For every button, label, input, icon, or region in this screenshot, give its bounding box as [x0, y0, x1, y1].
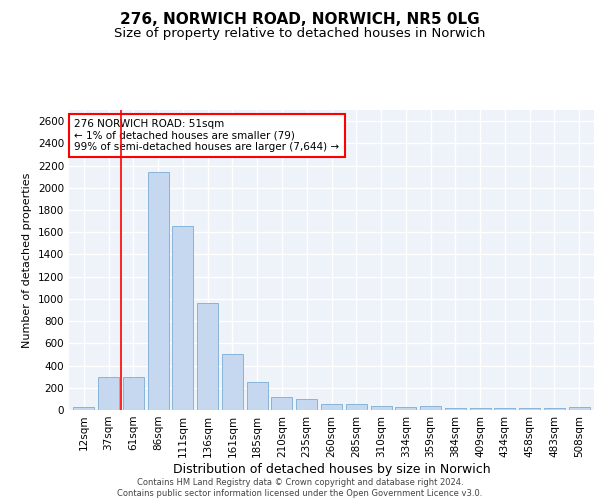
Bar	[296, 399, 317, 410]
Text: 276 NORWICH ROAD: 51sqm
← 1% of detached houses are smaller (79)
99% of semi-det: 276 NORWICH ROAD: 51sqm ← 1% of detached…	[74, 119, 340, 152]
Bar	[321, 404, 342, 410]
Text: Size of property relative to detached houses in Norwich: Size of property relative to detached ho…	[115, 28, 485, 40]
Bar	[494, 408, 515, 410]
Bar	[569, 407, 590, 410]
Text: Contains HM Land Registry data © Crown copyright and database right 2024.
Contai: Contains HM Land Registry data © Crown c…	[118, 478, 482, 498]
Bar	[98, 376, 119, 410]
Bar	[470, 408, 491, 410]
Bar	[73, 407, 94, 410]
Bar	[197, 304, 218, 410]
Bar	[148, 172, 169, 410]
Bar	[420, 406, 441, 410]
Y-axis label: Number of detached properties: Number of detached properties	[22, 172, 32, 348]
Bar	[371, 406, 392, 410]
Text: 276, NORWICH ROAD, NORWICH, NR5 0LG: 276, NORWICH ROAD, NORWICH, NR5 0LG	[120, 12, 480, 28]
Bar	[123, 376, 144, 410]
Bar	[271, 397, 292, 410]
Bar	[247, 382, 268, 410]
Bar	[346, 404, 367, 410]
Bar	[395, 407, 416, 410]
Bar	[172, 226, 193, 410]
Bar	[445, 408, 466, 410]
Bar	[222, 354, 243, 410]
X-axis label: Distribution of detached houses by size in Norwich: Distribution of detached houses by size …	[173, 462, 490, 475]
Bar	[519, 408, 540, 410]
Bar	[544, 408, 565, 410]
